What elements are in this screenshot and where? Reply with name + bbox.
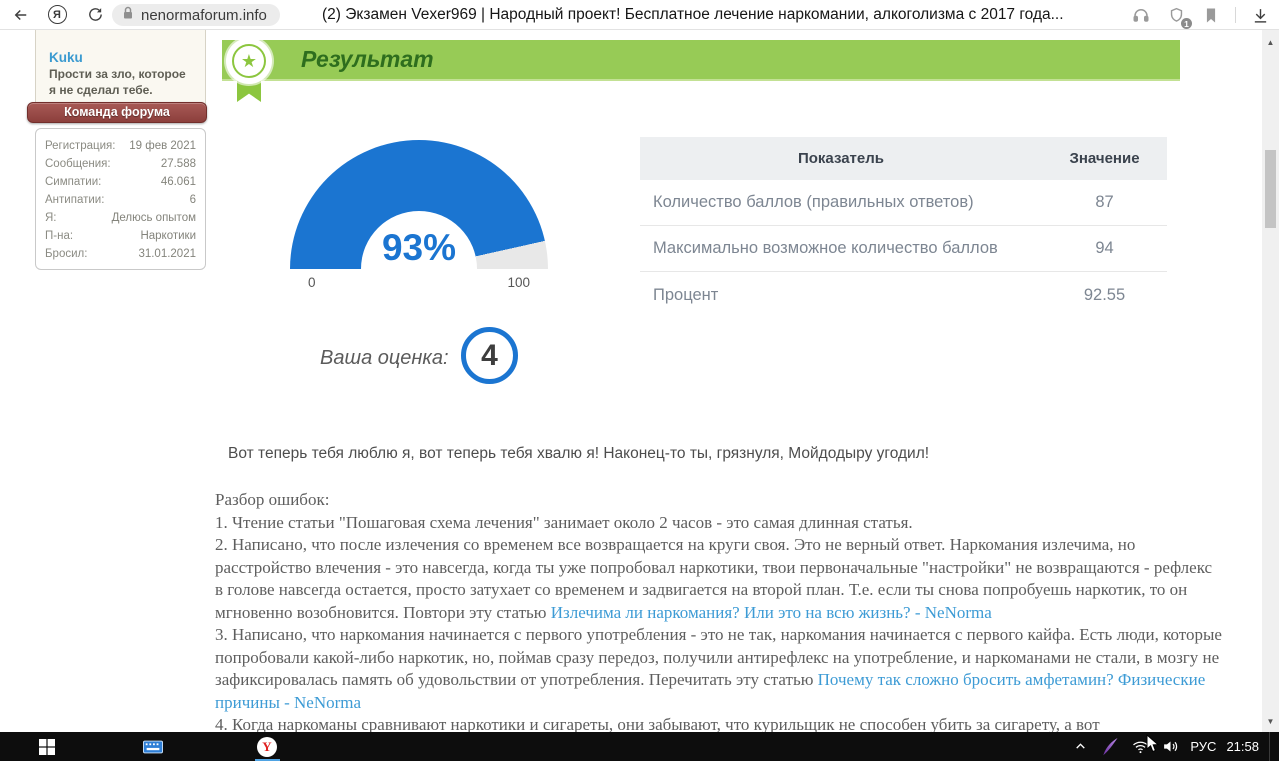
team-ribbon-badge: Команда форума xyxy=(27,102,207,123)
url-text: nenormaforum.info xyxy=(141,6,267,24)
tab-title: (2) Экзамен Vexer969 | Народный проект! … xyxy=(322,6,1064,23)
back-icon[interactable] xyxy=(10,4,32,26)
scrollbar-thumb[interactable] xyxy=(1265,150,1276,228)
col-header-indicator: Показатель xyxy=(797,150,884,167)
article-link-2[interactable]: Почему так сложно бросить амфетамин? Физ… xyxy=(215,670,1206,712)
grade-label: Ваша оценка: xyxy=(320,347,449,369)
browser-right-icons: 1 xyxy=(1130,0,1271,30)
toolbar-separator xyxy=(1235,7,1236,23)
score-gauge: 93% xyxy=(290,140,548,269)
address-bar[interactable]: nenormaforum.info xyxy=(112,4,280,26)
post-heading: Разбор ошибок: xyxy=(215,490,330,509)
post-item-4: 4. Когда наркоманы сравнивают наркотики … xyxy=(215,715,1100,732)
touch-keyboard-icon[interactable] xyxy=(138,732,168,761)
col-header-value: Значение xyxy=(1069,150,1140,167)
tray-chevron-up-icon[interactable] xyxy=(1070,740,1090,753)
language-indicator[interactable]: РУС xyxy=(1190,739,1217,754)
scroll-up-arrow[interactable]: ▲ xyxy=(1266,38,1275,47)
result-header-bar: Результат xyxy=(222,40,1180,81)
post-item-1: 1. Чтение статьи "Пошаговая схема лечени… xyxy=(215,512,913,532)
result-table: Показатель Значение Количество баллов (п… xyxy=(640,137,1167,318)
grade-circle: 4 xyxy=(461,327,518,384)
post-body: Разбор ошибок: 1. Чтение статьи "Пошагов… xyxy=(215,489,1223,732)
clock[interactable]: 21:58 xyxy=(1226,739,1259,754)
user-stats-card: Регистрация: 19 фев 2021 Сообщения: 27.588… xyxy=(35,128,206,270)
download-icon[interactable] xyxy=(1249,4,1271,26)
protect-extension-icon[interactable]: 1 xyxy=(1165,4,1192,29)
post-item-3: 3. Написано, что наркомания начинается с… xyxy=(215,625,1222,712)
result-title: Результат xyxy=(301,46,434,72)
table-row: Процент 92.55 xyxy=(653,285,1126,304)
start-button[interactable] xyxy=(32,732,62,761)
scroll-down-arrow[interactable]: ▼ xyxy=(1266,717,1275,726)
username-link[interactable]: Kuku xyxy=(49,50,83,65)
result-table-header: Показатель Значение xyxy=(640,137,1167,180)
wifi-icon[interactable] xyxy=(1130,740,1150,754)
stat-row-messages: Сообщения: 27.588 xyxy=(45,158,196,170)
system-tray: РУС 21:58 xyxy=(1070,732,1279,761)
user-signature: Прости за зло, которое я не сделал тебе. xyxy=(49,67,186,97)
page-scrollbar[interactable]: ▲ ▼ xyxy=(1262,30,1279,732)
yandex-browser-taskbar-icon[interactable]: Y xyxy=(252,732,282,761)
yandex-home-icon[interactable]: Я xyxy=(46,4,68,26)
extension-badge: 1 xyxy=(1181,18,1192,29)
medal-icon: ★ xyxy=(226,38,272,84)
user-card: Kuku Прости за зло, которое я не сделал … xyxy=(35,30,206,108)
gauge-max-label: 100 xyxy=(507,275,530,290)
stat-row-registration: Регистрация: 19 фев 2021 xyxy=(45,140,196,152)
gauge-value: 93% xyxy=(381,227,457,268)
forum-page: Kuku Прости за зло, которое я не сделал … xyxy=(0,30,1279,732)
stat-row-addiction: П-на: Наркотики xyxy=(45,230,196,242)
post-item-2: 2. Написано, что после излечения со врем… xyxy=(215,535,1213,622)
lock-icon xyxy=(122,6,134,24)
refresh-icon[interactable] xyxy=(84,4,106,26)
stat-row-likes: Симпатии: 46.061 xyxy=(45,176,196,188)
gauge-min-label: 0 xyxy=(308,275,316,290)
tray-app-icon[interactable] xyxy=(1100,737,1120,757)
windows-taskbar: Y РУС 21:58 xyxy=(0,732,1279,761)
bookmark-icon[interactable] xyxy=(1200,4,1222,26)
quote-text: Вот теперь тебя люблю я, вот теперь тебя… xyxy=(228,445,930,462)
show-desktop-button[interactable] xyxy=(1269,732,1273,761)
volume-icon[interactable] xyxy=(1160,739,1180,754)
active-app-indicator xyxy=(255,759,280,761)
table-row: Количество баллов (правильных ответов) 8… xyxy=(640,180,1167,226)
gauge-axis-labels: 0 100 xyxy=(290,275,548,290)
stat-row-dislikes: Антипатии: 6 xyxy=(45,194,196,206)
article-link-1[interactable]: Излечима ли наркомания? Или это на всю ж… xyxy=(550,602,992,622)
grade-value: 4 xyxy=(481,338,498,372)
stat-row-quit-date: Бросил: 31.01.2021 xyxy=(45,248,196,260)
stat-row-about: Я: Делюсь опытом xyxy=(45,212,196,224)
headphones-icon[interactable] xyxy=(1130,4,1152,26)
browser-toolbar: Я nenormaforum.info (2) Экзамен Vexer969… xyxy=(0,0,1279,30)
table-row: Максимально возможное количество баллов … xyxy=(640,226,1167,272)
